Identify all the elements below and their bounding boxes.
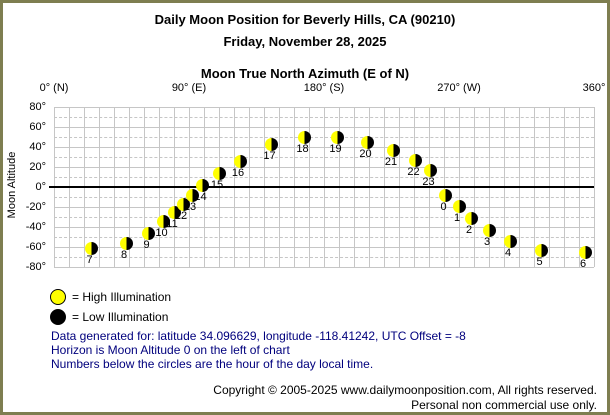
hour-label-17: 17 bbox=[263, 150, 276, 162]
hour-label-18: 18 bbox=[296, 143, 309, 155]
moon-marker-hour-0 bbox=[439, 188, 452, 202]
x-tick-label: 90° (E) bbox=[171, 82, 207, 94]
h-gridline bbox=[54, 127, 594, 128]
h-gridline bbox=[54, 197, 594, 198]
hour-label-23: 23 bbox=[422, 176, 435, 188]
hour-label-6: 6 bbox=[579, 258, 587, 270]
h-gridline bbox=[54, 117, 594, 118]
h-gridline bbox=[54, 207, 594, 208]
v-gridline bbox=[594, 107, 595, 267]
moon-marker-hour-4 bbox=[503, 234, 517, 248]
hour-label-15: 15 bbox=[210, 179, 224, 191]
y-tick-label: -60° bbox=[25, 241, 46, 253]
x-tick-label: 180° (S) bbox=[303, 82, 345, 94]
h-gridline bbox=[54, 237, 594, 238]
hour-label-4: 4 bbox=[504, 247, 512, 259]
hour-label-22: 22 bbox=[407, 166, 420, 178]
moon-marker-hour-23 bbox=[424, 163, 437, 177]
x-axis-title: Moon True North Azimuth (E of N) bbox=[200, 66, 410, 81]
usage-text: Personal non commercial use only. bbox=[411, 398, 597, 412]
h-gridline bbox=[54, 257, 594, 258]
h-gridline bbox=[54, 267, 594, 268]
hour-label-8: 8 bbox=[120, 249, 128, 261]
y-tick-label: -80° bbox=[25, 261, 46, 273]
moon-marker-hour-5 bbox=[535, 243, 548, 257]
hour-label-13: 13 bbox=[183, 201, 197, 213]
hour-label-5: 5 bbox=[536, 256, 543, 268]
x-tick-label: 270° (W) bbox=[437, 82, 481, 94]
moon-marker-hour-3 bbox=[482, 223, 496, 237]
y-tick-label: -40° bbox=[25, 221, 46, 233]
y-tick-label: 20° bbox=[29, 161, 46, 173]
h-gridline bbox=[54, 217, 594, 218]
note-hour-numbers: Numbers below the circles are the hour o… bbox=[51, 357, 374, 371]
horizon-zero-altitude-line bbox=[49, 186, 594, 188]
note-data-generated: Data generated for: latitude 34.096629, … bbox=[51, 329, 466, 343]
moon-marker-hour-22 bbox=[409, 153, 422, 167]
y-tick-label: 40° bbox=[29, 141, 46, 153]
hour-label-12: 12 bbox=[174, 210, 188, 222]
moon-marker-hour-17 bbox=[265, 137, 278, 151]
moon-marker-hour-19 bbox=[331, 130, 344, 144]
moon-marker-hour-12 bbox=[176, 197, 190, 211]
h-gridline bbox=[54, 147, 594, 148]
hour-label-16: 16 bbox=[231, 167, 245, 179]
hour-label-3: 3 bbox=[483, 236, 491, 248]
y-tick-label: 60° bbox=[29, 121, 46, 133]
moon-marker-hour-15 bbox=[212, 166, 226, 180]
page-subtitle-date: Friday, November 28, 2025 bbox=[223, 34, 387, 49]
h-gridline bbox=[54, 137, 594, 138]
y-tick-label: 0° bbox=[35, 181, 46, 193]
moon-marker-hour-13 bbox=[185, 188, 199, 202]
moon-marker-hour-2 bbox=[464, 211, 478, 225]
hour-label-11: 11 bbox=[166, 218, 178, 230]
moon-marker-hour-11 bbox=[167, 205, 181, 219]
h-gridline bbox=[54, 107, 594, 108]
moon-marker-hour-20 bbox=[361, 135, 374, 149]
hour-label-2: 2 bbox=[465, 224, 473, 236]
y-tick-label: 80° bbox=[29, 101, 46, 113]
moon-marker-hour-16 bbox=[233, 154, 247, 168]
hour-label-7: 7 bbox=[86, 254, 93, 266]
moon-marker-hour-8 bbox=[119, 236, 133, 250]
hour-label-19: 19 bbox=[329, 143, 342, 155]
hour-label-1: 1 bbox=[453, 212, 461, 224]
h-gridline bbox=[54, 157, 594, 158]
h-gridline bbox=[54, 247, 594, 248]
hour-label-10: 10 bbox=[155, 227, 168, 239]
y-tick-label: -20° bbox=[25, 201, 46, 213]
hour-label-9: 9 bbox=[143, 239, 150, 251]
moon-marker-hour-18 bbox=[298, 130, 311, 144]
h-gridline bbox=[54, 177, 594, 178]
hour-label-21: 21 bbox=[384, 156, 398, 168]
moon-marker-hour-14 bbox=[196, 178, 209, 192]
moon-marker-hour-21 bbox=[386, 143, 400, 157]
moon-marker-hour-7 bbox=[85, 241, 98, 255]
hour-label-0: 0 bbox=[440, 201, 447, 213]
x-tick-label: 360° bbox=[582, 82, 606, 94]
note-horizon: Horizon is Moon Altitude 0 on the left o… bbox=[51, 343, 290, 357]
h-gridline bbox=[54, 227, 594, 228]
moon-marker-hour-6 bbox=[578, 245, 592, 259]
hour-label-14: 14 bbox=[194, 191, 207, 203]
copyright-text: Copyright © 2005-2025 www.dailymoonposit… bbox=[213, 383, 597, 397]
x-tick-label: 0° (N) bbox=[39, 82, 69, 94]
low-illumination-icon bbox=[50, 309, 66, 325]
page-title: Daily Moon Position for Beverly Hills, C… bbox=[154, 12, 456, 27]
moon-marker-hour-10 bbox=[157, 214, 170, 228]
moon-marker-hour-9 bbox=[142, 226, 155, 240]
h-gridline bbox=[54, 167, 594, 168]
legend-label-low: = Low Illumination bbox=[72, 310, 169, 324]
legend-label-high: = High Illumination bbox=[72, 290, 172, 304]
high-illumination-icon bbox=[50, 289, 66, 305]
moon-marker-hour-1 bbox=[452, 199, 466, 213]
hour-label-20: 20 bbox=[359, 148, 372, 160]
